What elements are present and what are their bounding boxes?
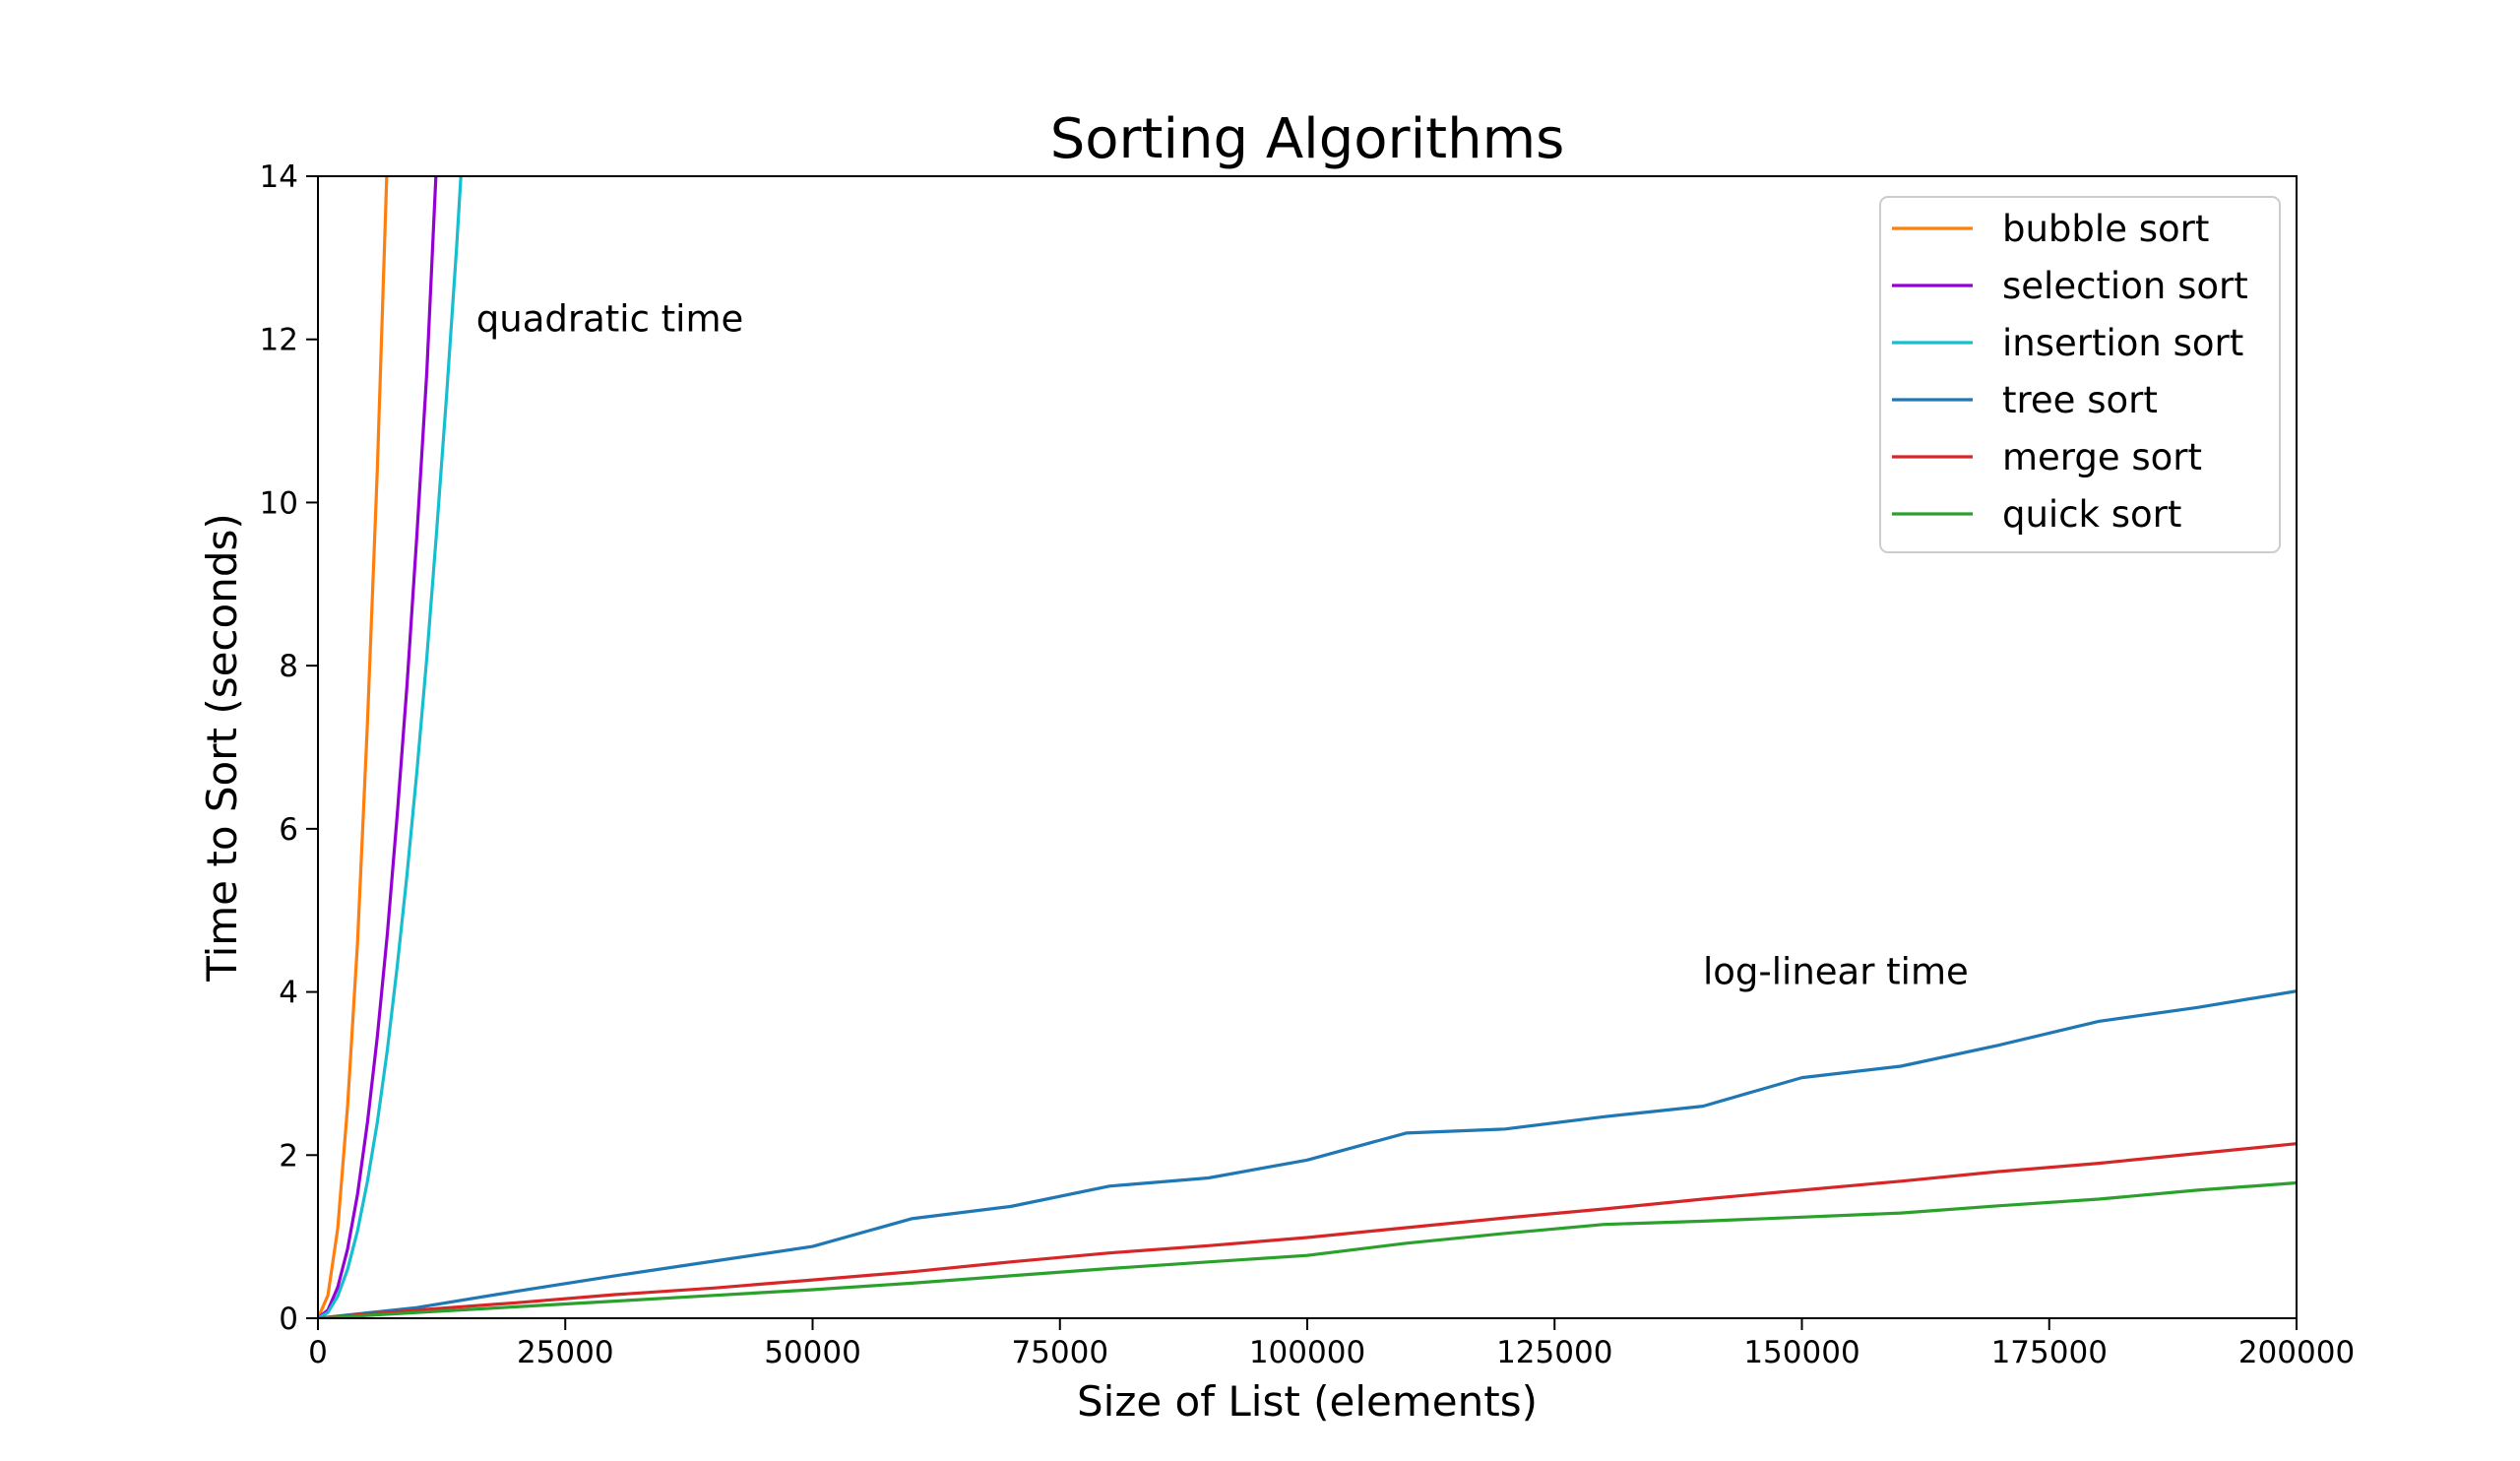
x-tick-label: 25000 <box>517 1335 614 1370</box>
legend-frame <box>1879 196 2281 553</box>
x-tick-label: 0 <box>308 1335 328 1370</box>
legend-label: merge sort <box>2002 436 2202 478</box>
x-tick-label: 200000 <box>2238 1335 2355 1370</box>
series-line-0 <box>318 176 389 1318</box>
y-tick-label: 4 <box>279 976 298 1011</box>
y-tick-label: 2 <box>279 1138 298 1174</box>
x-axis-label: Size of List (elements) <box>1077 1377 1538 1426</box>
legend: bubble sort selection sort insertion sort t… <box>1879 196 2281 553</box>
series-line-3 <box>318 989 2297 1318</box>
series-line-5 <box>318 1180 2297 1318</box>
annotation-text: log-linear time <box>1703 950 1969 992</box>
legend-label: insertion sort <box>2002 322 2243 364</box>
x-axis-ticks: 0 25000 50000 75000 100000 125000 150000 175000… <box>308 1318 2355 1370</box>
chart-title: Sorting Algorithms <box>1050 107 1565 171</box>
legend-label: tree sort <box>2002 379 2158 421</box>
legend-label: quick sort <box>2002 493 2181 536</box>
y-axis-label: Time to Sort (seconds) <box>198 513 246 983</box>
series-line-1 <box>318 176 438 1318</box>
y-tick-label: 6 <box>279 812 298 848</box>
x-tick-label: 50000 <box>764 1335 861 1370</box>
legend-label: selection sort <box>2002 265 2248 307</box>
y-tick-label: 10 <box>260 485 298 521</box>
y-tick-label: 12 <box>260 323 298 358</box>
annotations: quadratic time log-linear time <box>476 297 1969 992</box>
x-tick-label: 100000 <box>1249 1335 1365 1370</box>
y-tick-label: 14 <box>260 159 298 195</box>
y-tick-label: 0 <box>279 1302 298 1337</box>
x-tick-label: 175000 <box>1991 1335 2108 1370</box>
series-line-4 <box>318 1142 2297 1318</box>
y-tick-label: 8 <box>279 649 298 684</box>
legend-label: bubble sort <box>2002 208 2209 250</box>
x-tick-label: 75000 <box>1011 1335 1108 1370</box>
annotation-text: quadratic time <box>476 297 743 340</box>
series-line-2 <box>318 176 463 1318</box>
series-layer <box>318 176 2297 1318</box>
x-tick-label: 150000 <box>1743 1335 1859 1370</box>
y-axis-ticks: 0 2 4 6 8 10 12 14 <box>260 159 318 1337</box>
x-tick-label: 125000 <box>1496 1335 1612 1370</box>
